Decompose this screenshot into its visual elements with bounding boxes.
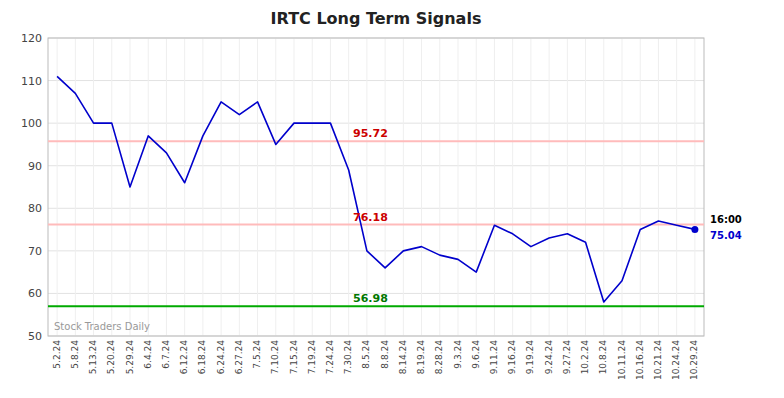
grid-line-x — [439, 38, 440, 336]
grid-line-x — [530, 38, 531, 336]
y-tick-label: 90 — [28, 160, 42, 173]
y-tick-label: 120 — [21, 32, 42, 45]
x-tick-label: 6.7.24 — [161, 340, 171, 369]
grid-line-x — [330, 38, 331, 336]
x-tick-label: 10.24.24 — [671, 340, 681, 380]
x-tick-label: 5.29.24 — [125, 340, 135, 375]
x-tick-label: 6.18.24 — [197, 340, 207, 375]
reference-label: 56.98 — [353, 292, 388, 305]
x-tick-label: 10.29.24 — [689, 340, 699, 380]
grid-line-x — [640, 38, 641, 336]
x-tick-label: 7.19.24 — [307, 340, 317, 375]
last-label: 75.04 — [710, 230, 742, 241]
grid-line-x — [494, 38, 495, 336]
x-tick-label: 6.12.24 — [179, 340, 189, 375]
y-tick-label: 100 — [21, 117, 42, 130]
x-tick-label: 9.16.24 — [507, 340, 517, 375]
grid-line-x — [202, 38, 203, 336]
x-tick-label: 6.24.24 — [216, 340, 226, 375]
x-tick-label: 5.8.24 — [70, 340, 80, 369]
grid-line-x — [694, 38, 695, 336]
grid-line-x — [75, 38, 76, 336]
y-tick-label: 60 — [28, 287, 42, 300]
grid-line-x — [585, 38, 586, 336]
grid-line-x — [512, 38, 513, 336]
plot-area — [48, 76, 704, 306]
x-tick-label: 7.15.24 — [289, 340, 299, 375]
grid-line-x — [184, 38, 185, 336]
grid-line-x — [458, 38, 459, 336]
x-tick-label: 5.13.24 — [88, 340, 98, 375]
grid-line-x — [239, 38, 240, 336]
grid-line-x — [111, 38, 112, 336]
reference-label: 95.72 — [353, 127, 388, 140]
grid-line-x — [421, 38, 422, 336]
x-tick-label: 9.24.24 — [544, 340, 554, 375]
reference-label: 76.18 — [353, 211, 388, 224]
last-point — [691, 226, 698, 233]
grid-line-x — [93, 38, 94, 336]
y-tick-label: 110 — [21, 75, 42, 88]
x-tick-label: 10.8.24 — [598, 340, 608, 375]
y-tick-label: 50 — [28, 330, 42, 343]
title: IRTC Long Term Signals — [271, 9, 482, 28]
grid-line-x — [348, 38, 349, 336]
grid-line-x — [549, 38, 550, 336]
grid-line-x — [567, 38, 568, 336]
x-tick-label: 8.5.24 — [361, 340, 371, 369]
x-tick-label: 7.24.24 — [325, 340, 335, 375]
x-tick-label: 9.11.24 — [489, 340, 499, 375]
grid-line-x — [403, 38, 404, 336]
grid-line-x — [275, 38, 276, 336]
reference-line — [48, 224, 704, 226]
x-tick-label: 10.16.24 — [635, 340, 645, 380]
grid-line-x — [294, 38, 295, 336]
x-tick-label: 9.6.24 — [471, 340, 481, 369]
x-tick-label: 6.4.24 — [143, 340, 153, 369]
x-tick-label: 10.21.24 — [653, 340, 663, 380]
x-tick-label: 8.28.24 — [434, 340, 444, 375]
grid-line-x — [312, 38, 313, 336]
grid-line-x — [476, 38, 477, 336]
x-tick-label: 6.27.24 — [234, 340, 244, 375]
x-tick-label: 8.8.24 — [380, 340, 390, 369]
grid-line-x — [257, 38, 258, 336]
last-time: 16:00 — [710, 214, 742, 225]
plot-frame — [48, 38, 704, 336]
price-line — [57, 76, 695, 302]
x-tick-label: 10.2.24 — [580, 340, 590, 375]
x-tick-label: 9.3.24 — [453, 340, 463, 369]
x-tick-label: 5.20.24 — [106, 340, 116, 375]
x-tick-label: 5.2.24 — [52, 340, 62, 369]
x-tick-label: 10.11.24 — [617, 340, 627, 380]
x-tick-label: 9.19.24 — [525, 340, 535, 375]
grid-line-x — [148, 38, 149, 336]
grid-line — [48, 165, 704, 166]
reference-line — [48, 305, 704, 307]
x-tick-label: 7.5.24 — [252, 340, 262, 369]
grid-line-x — [221, 38, 222, 336]
grid-line-x — [622, 38, 623, 336]
grid-line — [48, 123, 704, 124]
grid-line-x — [658, 38, 659, 336]
watermark: Stock Traders Daily — [54, 321, 150, 332]
y-tick-label: 80 — [28, 202, 42, 215]
grid-line — [48, 208, 704, 209]
x-tick-label: 8.14.24 — [398, 340, 408, 375]
grid-line-x — [57, 38, 58, 336]
grid-line — [48, 250, 704, 251]
grid-line — [48, 80, 704, 81]
x-tick-label: 7.10.24 — [270, 340, 280, 375]
grid-line-x — [676, 38, 677, 336]
grid-line-x — [603, 38, 604, 336]
x-tick-label: 8.19.24 — [416, 340, 426, 375]
x-tick-label: 7.30.24 — [343, 340, 353, 375]
chart: IRTC Long Term Signals Stock Traders Dail… — [0, 0, 784, 398]
x-tick-label: 9.27.24 — [562, 340, 572, 375]
grid-line-x — [166, 38, 167, 336]
y-tick-label: 70 — [28, 245, 42, 258]
